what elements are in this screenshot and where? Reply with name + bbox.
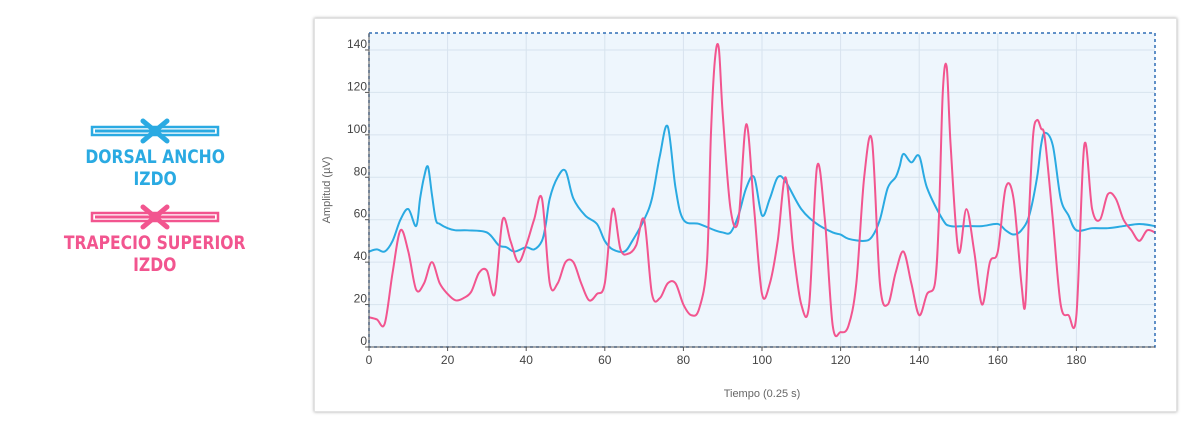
x-tick-label: 100 [752,353,772,367]
legend-label-trapecio-superior: TRAPECIO SUPERIOR IZDO [64,232,246,276]
legend-label-line1: DORSAL ANCHO [85,146,225,168]
x-tick-label: 180 [1066,353,1086,367]
y-tick-label: 140 [347,37,367,51]
legend-label-line2: IZDO [133,168,177,190]
legend-label-dorsal-ancho: DORSAL ANCHO IZDO [85,146,225,190]
chart-card: 0 20 40 60 80 100 120 140 160 180 0 20 40 60 80 100 120 1… [314,18,1177,412]
y-tick-label: 80 [354,164,368,178]
x-tick-label: 40 [520,353,534,367]
y-tick-label: 40 [354,249,368,263]
x-tick-label: 80 [677,353,691,367]
legend-item-trapecio-superior[interactable]: TRAPECIO SUPERIOR IZDO [40,204,270,276]
legend: DORSAL ANCHO IZDO TRAPECIO SUPERIOR IZDO [40,118,270,290]
y-tick-label: 120 [347,79,367,93]
emg-line-chart[interactable]: 0 20 40 60 80 100 120 140 160 180 0 20 40 60 80 100 120 1… [315,19,1176,411]
legend-item-dorsal-ancho[interactable]: DORSAL ANCHO IZDO [40,118,270,190]
y-tick-label: 20 [354,292,368,306]
legend-label-line1: TRAPECIO SUPERIOR [64,232,246,254]
x-tick-label: 20 [441,353,455,367]
x-tick-label: 0 [366,353,373,367]
x-axis-title: Tiempo (0.25 s) [724,388,801,400]
y-tick-label: 100 [347,122,367,136]
x-tick-label: 160 [988,353,1008,367]
series-line-dorsal-ancho [368,124,1156,254]
legend-marker-trapecio-superior [90,204,220,230]
legend-marker-dorsal-ancho [90,118,220,144]
series-line-trapecio-superior [368,43,1156,338]
y-tick-label: 60 [354,207,368,221]
legend-label-line2: IZDO [133,254,177,276]
y-axis-title: Amplitud (µV) [321,157,333,224]
x-tick-label: 60 [598,353,612,367]
x-tick-label: 140 [909,353,929,367]
y-tick-label: 0 [360,334,367,348]
x-tick-label: 120 [831,353,851,367]
